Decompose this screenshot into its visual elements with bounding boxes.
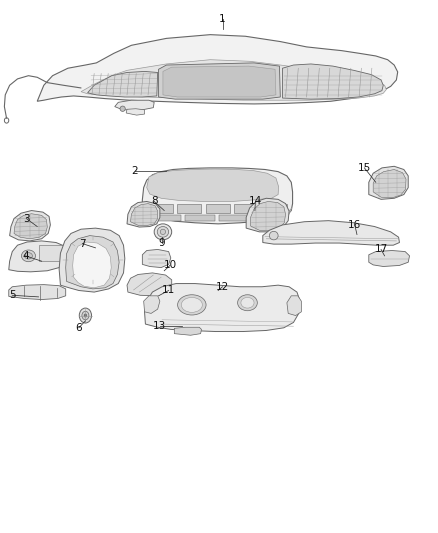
Ellipse shape [21,250,35,262]
Text: 14: 14 [249,197,262,206]
Text: 3: 3 [23,214,30,223]
Ellipse shape [157,227,169,237]
Ellipse shape [154,224,172,240]
Polygon shape [369,251,410,266]
Polygon shape [177,204,201,213]
Polygon shape [174,327,201,335]
Text: 7: 7 [79,239,86,248]
Ellipse shape [84,314,87,317]
Ellipse shape [237,295,257,311]
Text: 17: 17 [374,245,388,254]
Ellipse shape [25,253,32,259]
Polygon shape [252,208,292,223]
Polygon shape [369,166,408,199]
Polygon shape [9,285,66,300]
Polygon shape [219,215,249,221]
Ellipse shape [79,308,92,323]
Polygon shape [73,242,111,288]
Text: 10: 10 [163,261,177,270]
Polygon shape [127,273,172,296]
Ellipse shape [120,106,125,111]
Polygon shape [149,204,173,213]
Text: 12: 12 [216,282,229,292]
Text: 9: 9 [159,238,166,247]
Polygon shape [131,204,158,225]
Ellipse shape [241,297,254,308]
Polygon shape [142,249,171,268]
Polygon shape [39,245,65,261]
Polygon shape [283,64,383,99]
Text: 11: 11 [162,286,175,295]
Polygon shape [163,66,276,97]
Polygon shape [263,204,287,213]
Text: 15: 15 [358,163,371,173]
Polygon shape [14,214,47,239]
Ellipse shape [82,311,89,320]
Polygon shape [81,60,386,100]
Polygon shape [159,63,280,99]
Text: 5: 5 [9,290,16,300]
Polygon shape [246,198,289,232]
Polygon shape [9,241,67,272]
Text: 1: 1 [219,14,226,24]
Polygon shape [126,109,145,115]
Polygon shape [147,169,279,201]
Text: 13: 13 [153,321,166,331]
Polygon shape [66,236,119,289]
Text: 8: 8 [151,197,158,206]
Ellipse shape [181,297,202,312]
Polygon shape [145,284,300,332]
Text: 16: 16 [348,220,361,230]
Polygon shape [10,211,50,241]
Polygon shape [206,204,230,213]
Polygon shape [37,35,398,104]
Polygon shape [142,168,293,224]
Polygon shape [263,221,399,245]
Polygon shape [185,215,215,221]
Polygon shape [151,215,181,221]
Text: 4: 4 [22,251,29,261]
Text: 6: 6 [75,323,82,333]
Polygon shape [234,204,258,213]
Polygon shape [88,71,158,97]
Polygon shape [254,215,283,221]
Ellipse shape [160,229,166,235]
Polygon shape [144,296,160,313]
Polygon shape [251,201,286,231]
Polygon shape [373,169,406,198]
Ellipse shape [269,231,278,240]
Polygon shape [287,296,301,316]
Polygon shape [127,201,160,227]
Text: 2: 2 [131,166,138,175]
Polygon shape [59,228,125,292]
Polygon shape [115,100,154,110]
Ellipse shape [177,295,206,315]
